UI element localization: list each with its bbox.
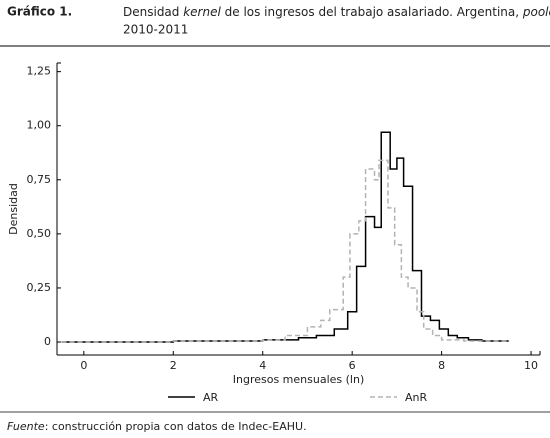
source-part: Fuente xyxy=(7,420,45,433)
title-part: Densidad xyxy=(123,5,183,19)
y-tick-label: 0,75 xyxy=(27,173,52,186)
source-note: Fuente: construcción propia con datos de… xyxy=(7,420,307,433)
title-part: kernel xyxy=(183,5,221,19)
source-part: : construcción propia con datos de Indec… xyxy=(45,420,307,433)
x-tick-label: 10 xyxy=(524,359,538,372)
y-tick-label: 0,25 xyxy=(27,281,52,294)
chart-title: Densidad kernel de los ingresos del trab… xyxy=(123,5,550,19)
y-tick-label: 0 xyxy=(44,335,51,348)
y-tick-label: 1,00 xyxy=(27,119,52,132)
title-part: pooled xyxy=(522,5,550,19)
title-part: de los ingresos del trabajo asalariado. … xyxy=(221,5,523,19)
x-tick-label: 2 xyxy=(170,359,177,372)
chart-title-line2: 2010-2011 xyxy=(123,23,188,37)
y-tick-label: 0,50 xyxy=(27,227,52,240)
legend-label: AR xyxy=(203,391,219,404)
density-line xyxy=(61,159,509,343)
y-axis-label: Densidad xyxy=(7,183,20,235)
legend-label: AnR xyxy=(405,391,427,404)
x-tick-label: 0 xyxy=(80,359,87,372)
figure-number: Gráfico 1. xyxy=(7,5,72,19)
x-tick-label: 4 xyxy=(259,359,266,372)
x-tick-label: 6 xyxy=(349,359,356,372)
x-axis-label: Ingresos mensuales (ln) xyxy=(233,373,365,386)
y-tick-label: 1,25 xyxy=(27,65,52,78)
density-line xyxy=(61,131,509,343)
x-tick-label: 8 xyxy=(438,359,445,372)
